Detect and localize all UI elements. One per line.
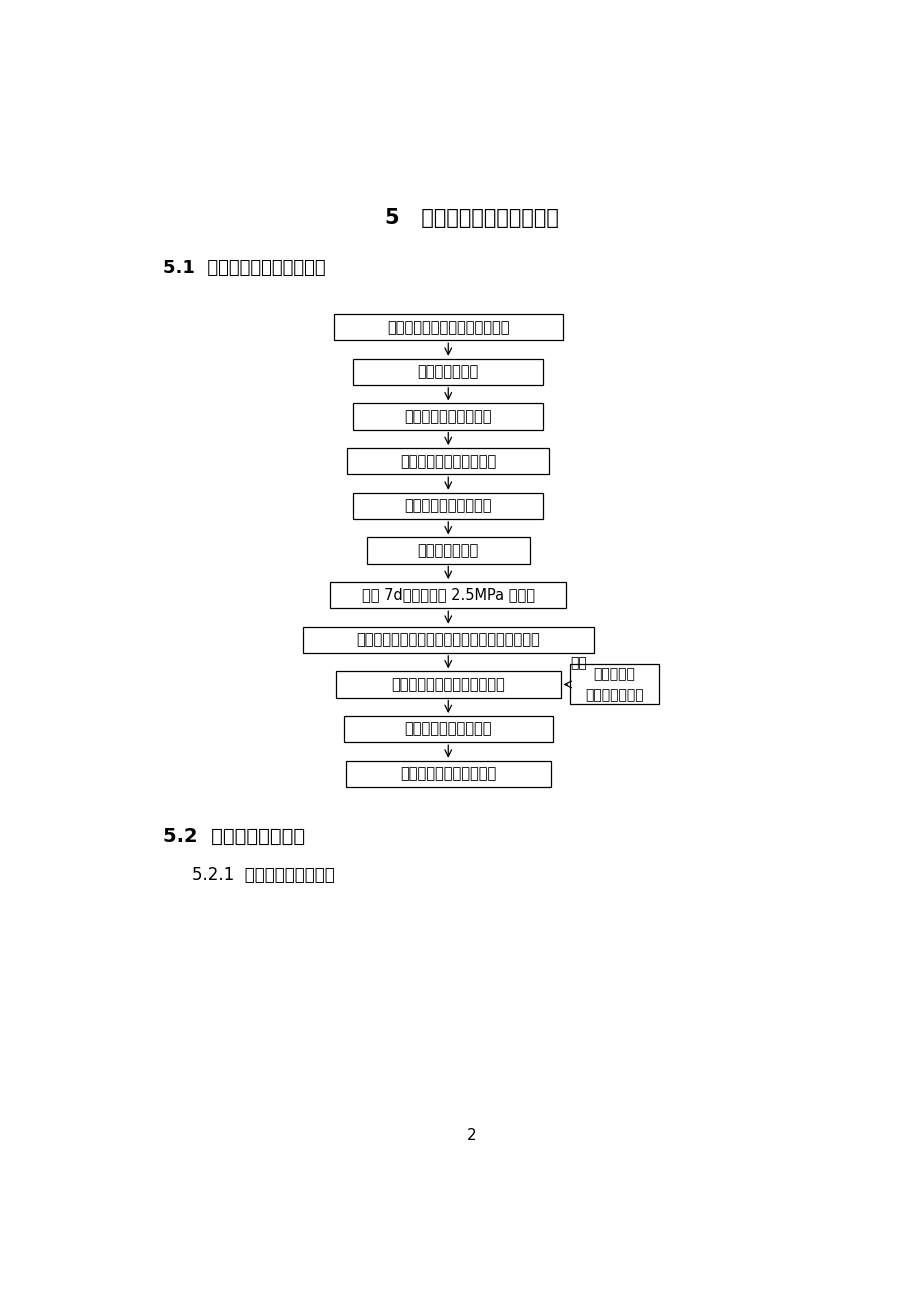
Text: 墩柱顶混凝土凿平、清理墩柱顶杂物，检查预埋: 墩柱顶混凝土凿平、清理墩柱顶杂物，检查预埋 (356, 633, 539, 647)
Text: 养生 7d、强度达到 2.5MPa 时拆模: 养生 7d、强度达到 2.5MPa 时拆模 (361, 587, 534, 603)
Text: 强度符合要求后吊装盖梁就位: 强度符合要求后吊装盖梁就位 (391, 677, 505, 691)
FancyBboxPatch shape (353, 359, 542, 385)
Text: 全程: 全程 (569, 656, 586, 671)
FancyBboxPatch shape (353, 492, 542, 519)
FancyBboxPatch shape (335, 672, 560, 698)
FancyBboxPatch shape (346, 760, 550, 786)
FancyBboxPatch shape (347, 448, 549, 474)
Text: 盖梁预留孔混凝土浇筑: 盖梁预留孔混凝土浇筑 (404, 721, 492, 737)
Text: 5.1  盖梁预制安装工艺流程：: 5.1 盖梁预制安装工艺流程： (163, 259, 325, 277)
FancyBboxPatch shape (344, 716, 552, 742)
Text: 5.2.1  场地准备及底模制作: 5.2.1 场地准备及底模制作 (192, 866, 335, 884)
FancyBboxPatch shape (569, 664, 658, 704)
Text: 全站仪量测
控制轴线及高程: 全站仪量测 控制轴线及高程 (584, 667, 643, 702)
Text: 自检合格，向监理报验: 自检合格，向监理报验 (404, 409, 492, 424)
Text: 安装侧模并进行加固处理: 安装侧模并进行加固处理 (400, 453, 496, 469)
Text: 2: 2 (466, 1128, 476, 1143)
Text: 钢筋加工及安装: 钢筋加工及安装 (417, 365, 479, 379)
FancyBboxPatch shape (353, 404, 542, 430)
Text: 5.2  盖梁预制操作要点: 5.2 盖梁预制操作要点 (163, 827, 305, 846)
FancyBboxPatch shape (330, 582, 566, 608)
FancyBboxPatch shape (367, 538, 529, 564)
Text: 盖梁混凝土浇筑: 盖梁混凝土浇筑 (417, 543, 479, 559)
Text: 安装底模、在底模弹钢筋安装线: 安装底模、在底模弹钢筋安装线 (387, 320, 509, 335)
Text: 验收合格，进行下道工序: 验收合格，进行下道工序 (400, 767, 496, 781)
Text: 5   施工工艺流程及操作要点: 5 施工工艺流程及操作要点 (384, 208, 558, 228)
FancyBboxPatch shape (302, 626, 593, 652)
FancyBboxPatch shape (334, 314, 562, 340)
Text: 自检合格，向监理报验: 自检合格，向监理报验 (404, 499, 492, 513)
